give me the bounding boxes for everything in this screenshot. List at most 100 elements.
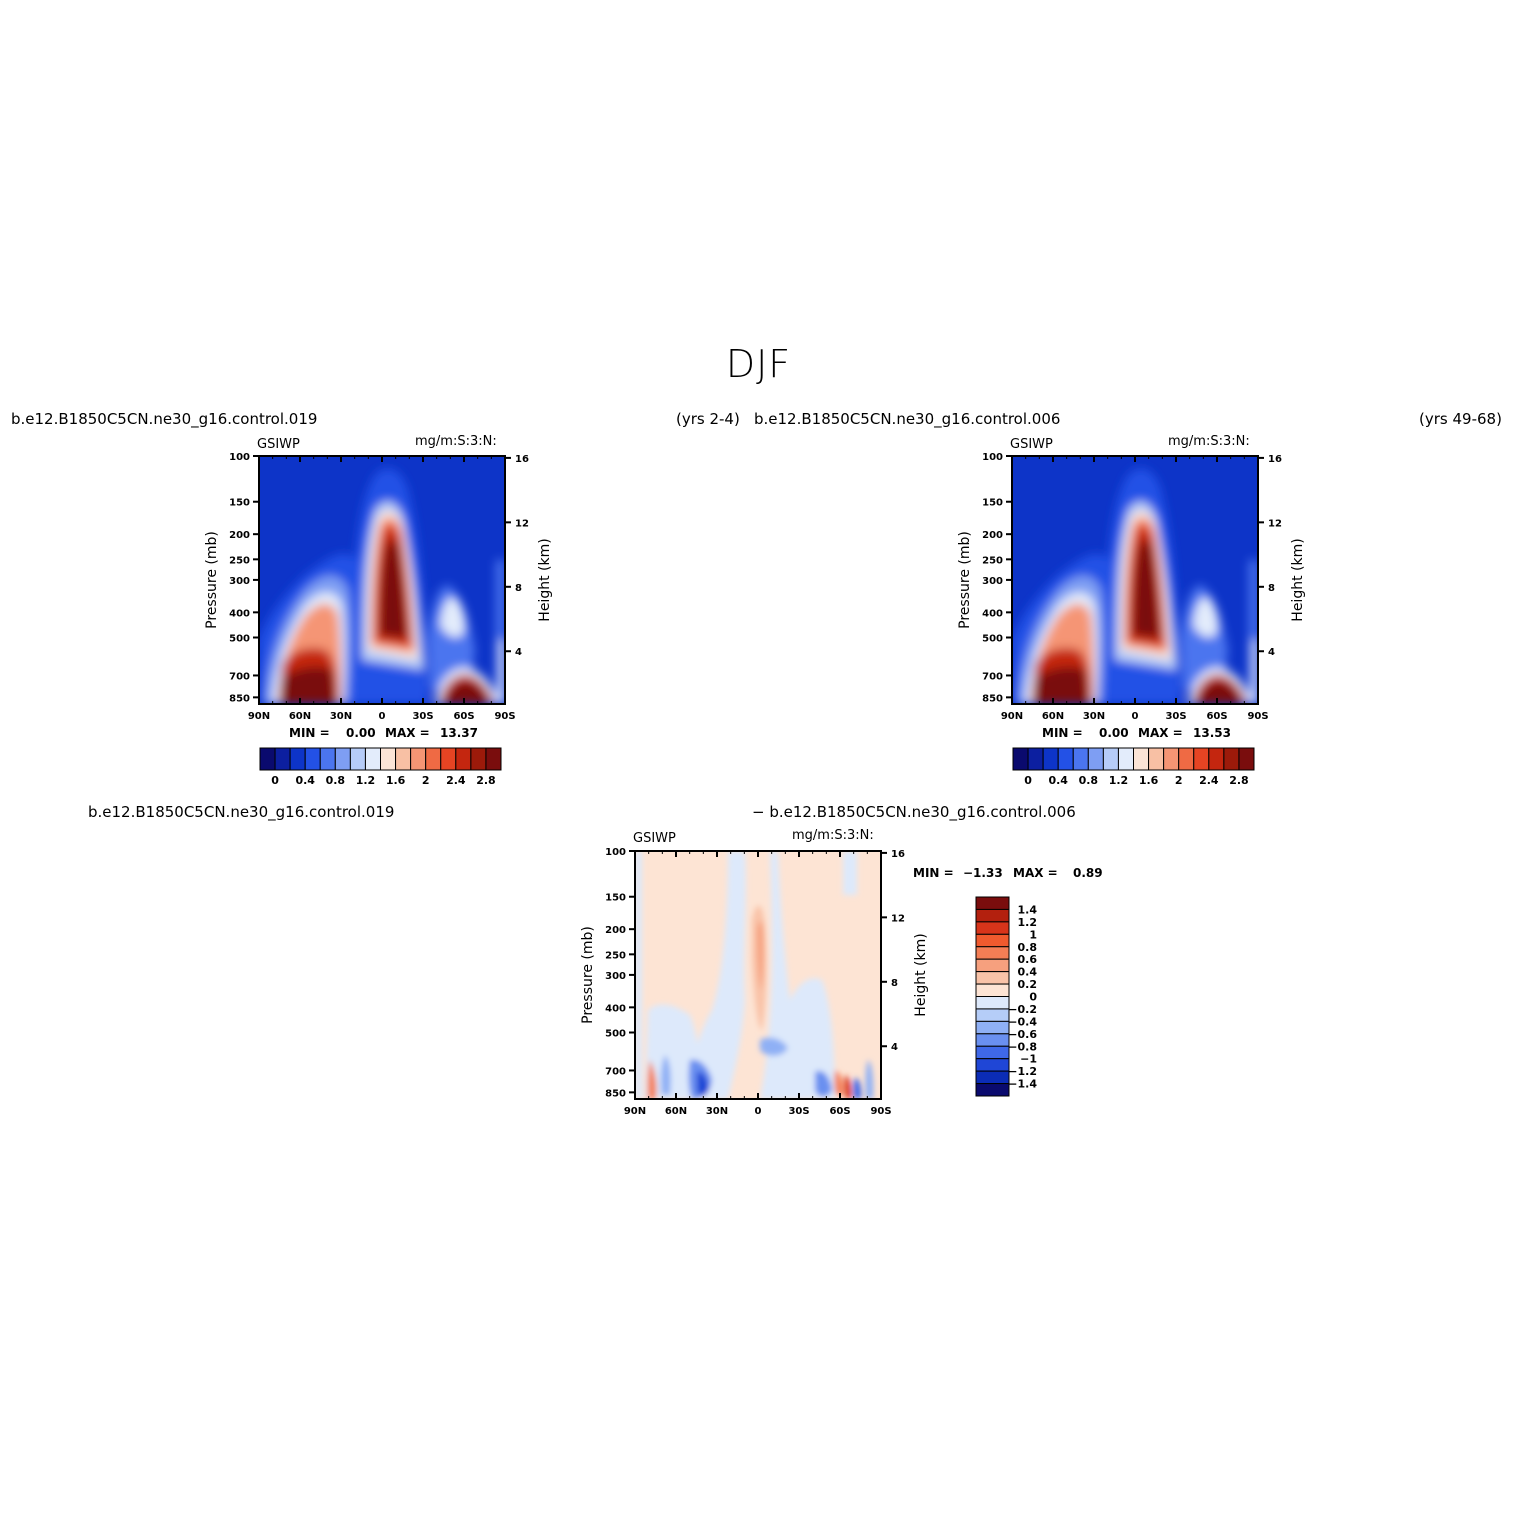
panel1-colorbar: 0 0.4 0.8 1.2 1.6 2 2.4 2.8 [259, 747, 502, 787]
x-tick-label: 60N [289, 711, 311, 722]
colorbar-box [1193, 747, 1210, 771]
x-tick-label: 90N [248, 711, 270, 722]
y-tick-label: 200 [982, 530, 1003, 541]
panel3-field [635, 851, 881, 1099]
panel1-units-label: mg/m:S:3:N: [415, 434, 497, 449]
colorbar-label: 2 [422, 774, 430, 787]
y-tick-label: 850 [605, 1088, 626, 1099]
colorbar-box [1208, 747, 1225, 771]
panel3-case-title-left: b.e12.B1850C5CN.ne30_g16.control.019 [88, 803, 395, 821]
colorbar-box [975, 1083, 1010, 1097]
y-tick-label: 300 [605, 971, 626, 982]
x-tick-label: 0 [1132, 711, 1139, 722]
colorbar-box [289, 747, 306, 771]
colorbar-box [1238, 747, 1255, 771]
y-tick-label: 500 [605, 1029, 626, 1040]
colorbar-box [975, 1070, 1010, 1085]
colorbar-box [455, 747, 472, 771]
panel2-field [1012, 456, 1258, 704]
y-tick-label: 500 [229, 634, 250, 645]
panel1-max-label: MAX = [385, 726, 430, 740]
y-tick-label: 150 [605, 893, 626, 904]
y-tick-label: 100 [982, 452, 1003, 463]
colorbar-label: −1 [1020, 1053, 1037, 1066]
colorbar-box [304, 747, 321, 771]
panel2-min-label: MIN = [1042, 726, 1083, 740]
colorbar-box [380, 747, 397, 771]
y2-axis-label: Height (km) [537, 538, 553, 621]
y-tick-label: 700 [982, 671, 1003, 682]
x-tick-label: 90S [1247, 711, 1268, 722]
colorbar-box [975, 1008, 1010, 1022]
colorbar-box [975, 971, 1010, 985]
colorbar-box [1057, 747, 1074, 771]
colorbar-layer: 0 0.4 0.8 1.2 1.6 2 2.4 2.8 0 0.4 0.8 1.2 1.6 2 2.4 2.8… [259, 747, 1255, 1097]
colorbar-box [975, 908, 1010, 923]
panel3-case-title-right: − b.e12.B1850C5CN.ne30_g16.control.006 [752, 803, 1076, 821]
y-tick-label: 250 [229, 555, 250, 566]
y2-tick-label: 16 [891, 849, 905, 860]
x-tick-label: 60N [1042, 711, 1064, 722]
x-tick-label: 30S [788, 1106, 809, 1117]
colorbar-box [274, 747, 291, 771]
colorbar-box [425, 747, 442, 771]
y-tick-label: 500 [982, 634, 1003, 645]
colorbar-label: −1.2 [1008, 1065, 1037, 1078]
x-tick-label: 30S [412, 711, 433, 722]
colorbar-label: 2.8 [1229, 774, 1249, 787]
panel2-case-title: b.e12.B1850C5CN.ne30_g16.control.006 [754, 410, 1061, 428]
colorbar-label: −1.4 [1008, 1078, 1037, 1091]
panel2-axes: 90N 60N 30N 0 30S 60S 90S 100 150 200 250 300 400 500… [957, 452, 1306, 722]
colorbar-box [975, 896, 1010, 910]
y2-tick-label: 8 [515, 583, 522, 594]
y-tick-label: 250 [605, 950, 626, 961]
colorbar-label: 1.6 [1139, 774, 1159, 787]
colorbar-label: −0.2 [1008, 1003, 1037, 1016]
colorbar-box [395, 747, 412, 771]
colorbar-label: 0 [271, 774, 279, 787]
colorbar-label: 0.8 [1079, 774, 1099, 787]
colorbar-box [1087, 747, 1104, 771]
page-title: DJF [725, 342, 792, 386]
colorbar-label: 0 [1024, 774, 1032, 787]
colorbar-label: 2.4 [1199, 774, 1219, 787]
x-tick-label: 90N [1001, 711, 1023, 722]
colorbar-box [259, 747, 276, 771]
x-tick-label: 90S [870, 1106, 891, 1117]
colorbar-box [1102, 747, 1119, 771]
colorbar-label: 2 [1175, 774, 1183, 787]
x-tick-label: 60S [453, 711, 474, 722]
y2-tick-label: 12 [1268, 518, 1282, 529]
y-tick-label: 400 [229, 608, 250, 619]
panel3-min-label: MIN = [913, 866, 954, 880]
colorbar-box [485, 747, 502, 771]
x-tick-label: 30N [330, 711, 352, 722]
colorbar-box [1178, 747, 1195, 771]
colorbar-box [334, 747, 351, 771]
axes-layer: 90N 60N 30N 0 30S 60S 90S100150200250300400500… [204, 452, 1306, 1117]
panel3-max-value: 0.89 [1073, 866, 1103, 880]
colorbar-box [319, 747, 336, 771]
panel2-max-label: MAX = [1138, 726, 1183, 740]
y-tick-label: 150 [982, 498, 1003, 509]
colorbar-box [1148, 747, 1165, 771]
colorbar-box [1027, 747, 1044, 771]
colorbar-box [1012, 747, 1029, 771]
colorbar-label: 2.4 [446, 774, 466, 787]
panel2-colorbar: 0 0.4 0.8 1.2 1.6 2 2.4 2.8 [1012, 747, 1255, 787]
colorbar-box [975, 933, 1010, 948]
y-tick-label: 200 [605, 925, 626, 936]
colorbar-box [975, 1058, 1010, 1072]
y2-tick-label: 12 [891, 913, 905, 924]
y-tick-label: 700 [605, 1066, 626, 1077]
panel1-axes: 90N 60N 30N 0 30S 60S 90S 100 150 200 250 300 400 500… [204, 452, 553, 722]
colorbar-label: −0.4 [1008, 1015, 1037, 1028]
colorbar-label: 0.4 [1048, 774, 1068, 787]
y-tick-label: 200 [229, 530, 250, 541]
colorbar-box [364, 747, 381, 771]
colorbar-box [470, 747, 487, 771]
colorbar-label: 1.6 [386, 774, 406, 787]
y-tick-label: 300 [982, 576, 1003, 587]
panel3-min-value: −1.33 [963, 866, 1003, 880]
